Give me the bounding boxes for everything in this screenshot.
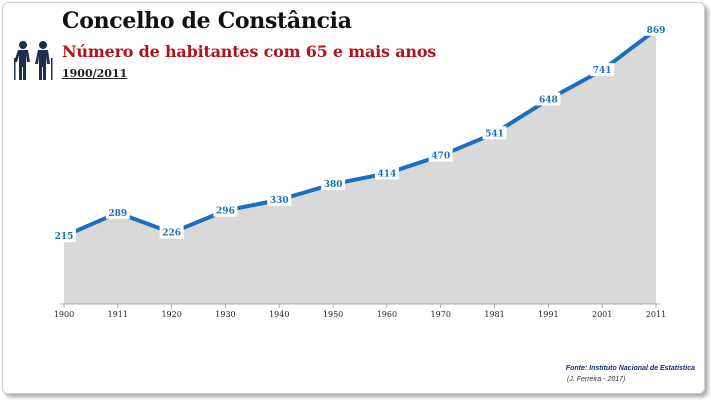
data-label-bg xyxy=(644,22,668,36)
data-label-bg xyxy=(482,126,507,140)
data-label: 289 xyxy=(108,209,127,219)
data-label: 414 xyxy=(378,169,397,179)
data-label-bg xyxy=(590,63,615,77)
data-label: 741 xyxy=(593,66,612,76)
data-label-bg xyxy=(374,166,399,180)
data-label: 380 xyxy=(324,180,343,190)
chart-period: 1900/2011 xyxy=(62,67,128,80)
source-note: Fonte: Instituto Nacional de Estatística xyxy=(565,365,695,372)
x-tick-label: 1981 xyxy=(484,310,504,319)
data-label: 226 xyxy=(162,229,181,239)
data-label: 648 xyxy=(539,96,558,106)
data-label: 869 xyxy=(647,26,666,36)
x-tick-label: 1991 xyxy=(538,310,558,319)
area-fill xyxy=(64,29,656,304)
author-note: (J. Ferreira - 2017) xyxy=(567,376,626,383)
data-label: 470 xyxy=(431,152,450,162)
x-tick-label: 2001 xyxy=(592,310,612,319)
x-tick-label: 1970 xyxy=(431,310,451,319)
data-label-bg xyxy=(428,148,453,162)
chart-subtitle: Número de habitantes com 65 e mais anos xyxy=(62,42,437,61)
x-tick-label: 1930 xyxy=(215,310,235,319)
x-tick-label: 1940 xyxy=(269,310,289,319)
data-label: 296 xyxy=(216,207,235,217)
data-label: 541 xyxy=(485,129,504,139)
data-label-bg xyxy=(213,203,238,217)
data-label-bg xyxy=(267,192,292,206)
data-label-bg xyxy=(321,177,346,191)
x-tick-label: 1920 xyxy=(161,310,181,319)
x-tick-label: 2011 xyxy=(646,310,666,319)
x-tick-label: 1960 xyxy=(377,310,397,319)
elderly-people-icon xyxy=(14,41,53,80)
data-label: 215 xyxy=(55,232,74,242)
chart-title: Concelho de Constância xyxy=(62,8,352,34)
data-label-bg xyxy=(536,92,561,106)
x-tick-label: 1950 xyxy=(323,310,343,319)
data-label-bg xyxy=(159,225,184,239)
x-tick-label: 1900 xyxy=(54,310,74,319)
x-tick-label: 1911 xyxy=(108,310,128,319)
data-label-bg xyxy=(52,229,76,243)
data-label-bg xyxy=(105,205,130,219)
data-label: 330 xyxy=(270,196,289,206)
